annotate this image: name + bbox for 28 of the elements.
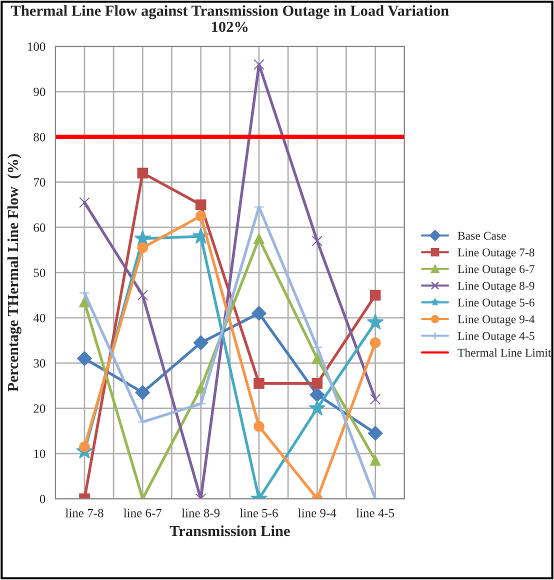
x-axis-title: Transmission Line	[170, 525, 290, 536]
y-tick-label: 60	[34, 223, 46, 232]
y-tick-label: 90	[34, 88, 46, 96]
y-tick-label: 80	[34, 132, 46, 142]
y-tick-label: 40	[33, 314, 46, 322]
legend-label: Line Outage 5-6	[458, 298, 534, 309]
legend-label: Line Outage 7-8	[458, 248, 534, 259]
legend-label: Line Outage 6-7	[458, 265, 534, 276]
y-axis-title: Percentage THermal Line Flow (%)	[7, 154, 22, 392]
x-tick-label: line 8-9	[182, 508, 220, 518]
y-tick-label: 30	[34, 359, 46, 368]
legend-label: Line Outage 9-4	[458, 315, 535, 326]
y-tick-label: 50	[34, 268, 46, 278]
legend-label: Thermal Line Limit	[458, 348, 552, 357]
x-tick-label: line 6-7	[124, 508, 162, 518]
y-tick-label: 70	[34, 178, 46, 187]
legend-label: Line Outage 4-5	[458, 332, 534, 342]
chart-title: Thermal Line Flow against Transmission Outage in Load Variation 102%	[10, 5, 449, 32]
x-tick-label: line 4-5	[356, 508, 394, 518]
y-tick-label: 100	[28, 42, 46, 51]
y-tick-label: 20	[34, 404, 46, 413]
x-tick-label: line 9-4	[298, 508, 336, 518]
legend-label: Line Outage 8-9	[458, 282, 534, 292]
x-tick-label: line 7-8	[65, 508, 104, 518]
y-tick-label: 0	[40, 494, 46, 504]
x-tick-label: line 5-6	[240, 508, 278, 518]
legend-label: Base Case	[458, 232, 506, 240]
y-tick-label: 10	[34, 450, 46, 458]
